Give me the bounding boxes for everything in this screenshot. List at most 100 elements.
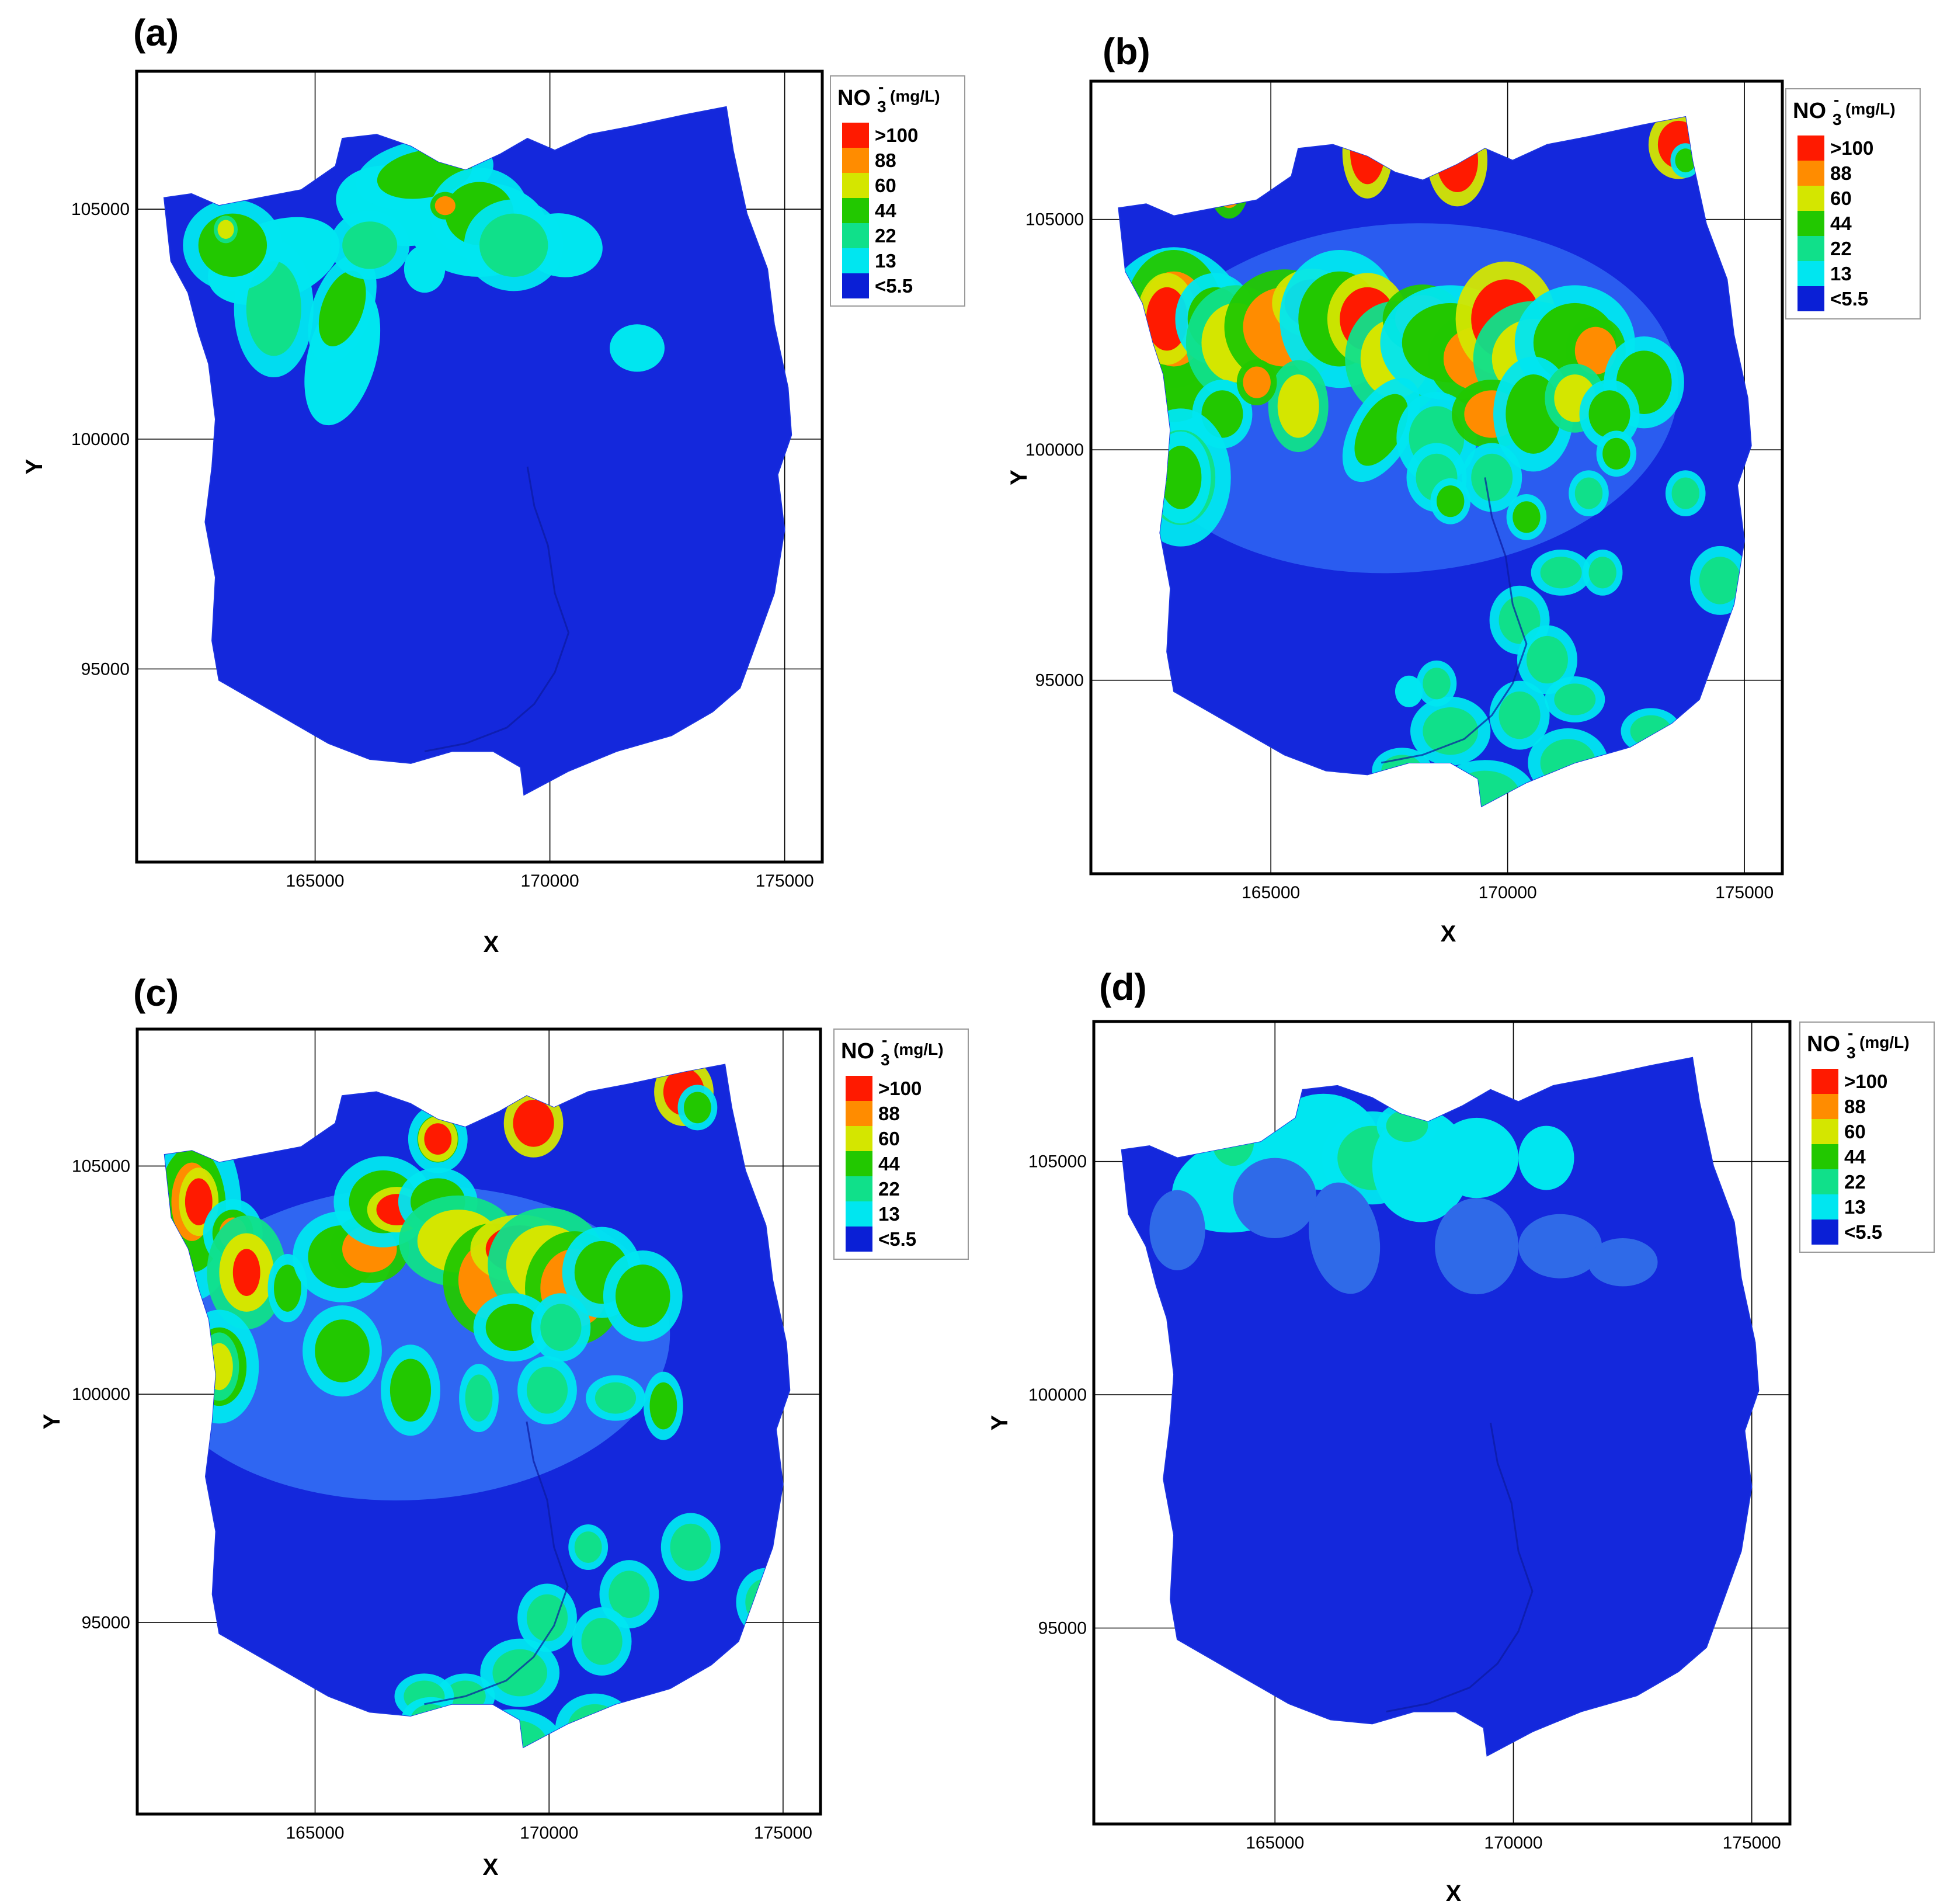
panel-label: (b) [1103,30,1150,72]
legend-title: NO [1793,99,1826,123]
legend-unit: (mg/L) [1845,100,1896,118]
contour-patch [1146,287,1188,351]
legend-item-label: 22 [1830,238,1852,259]
legend-title-sub: 3 [877,98,886,116]
legend-swatch [1798,261,1824,286]
y-tick-label: 95000 [1038,1618,1087,1638]
y-tick-label: 100000 [72,1385,130,1404]
contour-patch [485,1304,541,1351]
contour-patch [1540,557,1582,589]
legend-item-label: 88 [878,1103,900,1124]
contour-patch [649,1382,677,1430]
x-tick-label: 170000 [521,871,579,891]
contour-patch [616,1264,670,1328]
contour-patch [479,213,548,277]
legend-title-sub: 3 [881,1051,890,1069]
legend-swatch [1798,211,1824,236]
river-line [1386,1422,1534,1713]
contour-patch [1513,501,1541,533]
legend-swatch [842,248,869,273]
contour-patch [1518,1125,1574,1190]
legend-title-sup: - [878,78,884,96]
contour-patch [1554,683,1596,715]
y-tick-label: 105000 [72,1156,130,1176]
y-axis-label: Y [39,1413,65,1429]
contour-patch [1160,446,1202,509]
plot-frame [135,1027,822,1816]
contour-patch [424,1123,452,1155]
contour-patch [390,1358,432,1422]
contour-patch [1309,1182,1381,1294]
contour-patch [1243,366,1271,398]
legend-swatch [1798,236,1824,261]
y-tick-label: 105000 [1028,1152,1087,1172]
contour-patch [1588,1238,1658,1287]
contour-patch [1526,635,1568,684]
legend-swatch [842,123,869,148]
contour-patch [594,1382,637,1414]
legend-item-label: 22 [878,1178,900,1200]
y-axis-label: Y [22,458,47,474]
x-tick-label: 175000 [756,871,814,891]
legend-swatch [1812,1169,1838,1194]
legend-item-label: 88 [1844,1096,1866,1117]
panel-a: 165000 170000 175000 105000 100000 95000 X Y (a)… [22,12,965,957]
legend-swatch [842,198,869,223]
contour-layer [183,138,665,752]
legend-swatch [846,1201,872,1227]
x-tick-label: 170000 [1479,883,1537,902]
panel-d: 165000 170000 175000 105000 100000 95000 X Y (d)… [987,966,1935,1904]
legend-item-label: 44 [878,1153,900,1175]
contour-patch [465,1374,493,1422]
legend-swatch [1798,186,1824,211]
legend-title-sub: 3 [1833,110,1842,128]
contour-patch [315,1319,370,1382]
y-tick-label: 105000 [71,200,130,219]
contour-patch [1435,1198,1519,1295]
legend-unit: (mg/L) [890,87,940,105]
contour-patch [609,1571,650,1618]
contour-patch [185,1178,213,1225]
x-tick-label: 175000 [1715,883,1774,902]
contour-patch [434,196,456,216]
legend-swatch [1812,1069,1838,1094]
legend-item-label: >100 [1830,137,1873,159]
legend-title: NO [837,86,871,110]
panel-b: 165000 170000 175000 105000 100000 95000 X Y (b)… [1006,30,1921,947]
legend-item-label: <5.5 [878,1228,916,1250]
contour-patch [526,1594,568,1642]
legend-swatch [1812,1219,1838,1245]
legend-title-sup: - [882,1031,887,1049]
panel-c: 165000 170000 175000 105000 100000 95000 X Y (c)… [39,972,969,1880]
contour-patch [246,261,301,356]
river-line [424,466,570,752]
legend-swatch [842,273,869,298]
legend-item-label: 13 [1844,1196,1866,1218]
x-tick-label: 175000 [1723,1833,1781,1853]
contour-patch [610,324,665,372]
contour-patch [526,1366,568,1414]
legend-item-label: 22 [1844,1171,1866,1193]
contour-patch [1149,1190,1205,1270]
legend-item-label: 44 [1844,1146,1866,1168]
legend-swatch [1812,1119,1838,1144]
x-tick-label: 175000 [754,1823,812,1843]
legend-swatch [846,1151,872,1176]
y-tick-label: 95000 [82,1613,130,1632]
contour-patch [1588,557,1616,589]
panel-label: (d) [1099,966,1147,1008]
y-tick-label: 95000 [81,659,130,679]
contour-patch [1354,394,1409,466]
plot-frame [1089,79,1784,875]
legend-item-label: 13 [875,250,896,272]
contour-patch [1423,707,1479,755]
legend-swatch [842,223,869,248]
legend-swatch [1812,1194,1838,1219]
legend-item-label: 88 [1830,162,1852,184]
y-tick-label: 105000 [1025,210,1084,230]
x-tick-label: 165000 [286,1823,344,1843]
